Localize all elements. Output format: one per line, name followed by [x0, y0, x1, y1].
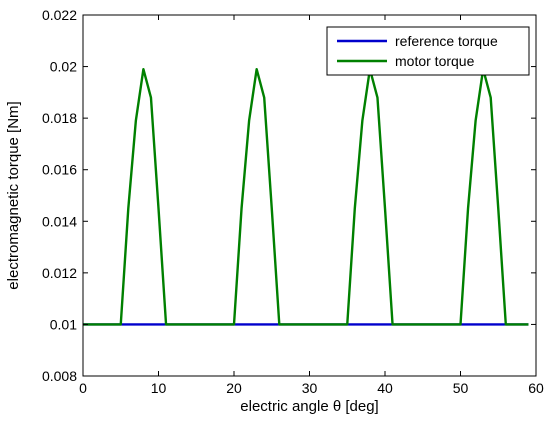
x-tick-label: 0	[79, 380, 87, 396]
y-axis-label: electromagnetic torque [Nm]	[5, 101, 22, 289]
y-tick-label: 0.022	[42, 7, 77, 23]
y-tick-label: 0.02	[50, 59, 77, 75]
y-tick-label: 0.016	[42, 162, 77, 178]
x-tick-label: 10	[151, 380, 167, 396]
legend: reference torque motor torque	[326, 26, 530, 76]
y-tick-label: 0.014	[42, 213, 77, 229]
y-tick-label: 0.018	[42, 110, 77, 126]
x-axis-label: electric angle θ [deg]	[240, 398, 378, 415]
x-tick-label: 60	[528, 380, 544, 396]
ticks-layer: 0 10 20 30 40 50 60 0.008 0.01 0.012 0.014 0.016 0.0…	[42, 7, 544, 396]
y-tick-label: 0.012	[42, 265, 77, 281]
y-tick-label: 0.01	[50, 316, 77, 332]
series-layer	[83, 67, 529, 326]
series-line-motor-torque	[83, 67, 529, 326]
legend-box	[326, 26, 530, 76]
y-tick-label: 0.008	[42, 368, 77, 384]
x-tick-label: 50	[453, 380, 469, 396]
x-tick-label: 30	[302, 380, 318, 396]
x-tick-label: 40	[377, 380, 393, 396]
legend-label: motor torque	[395, 53, 475, 69]
x-tick-label: 20	[226, 380, 242, 396]
legend-label: reference torque	[395, 33, 498, 49]
